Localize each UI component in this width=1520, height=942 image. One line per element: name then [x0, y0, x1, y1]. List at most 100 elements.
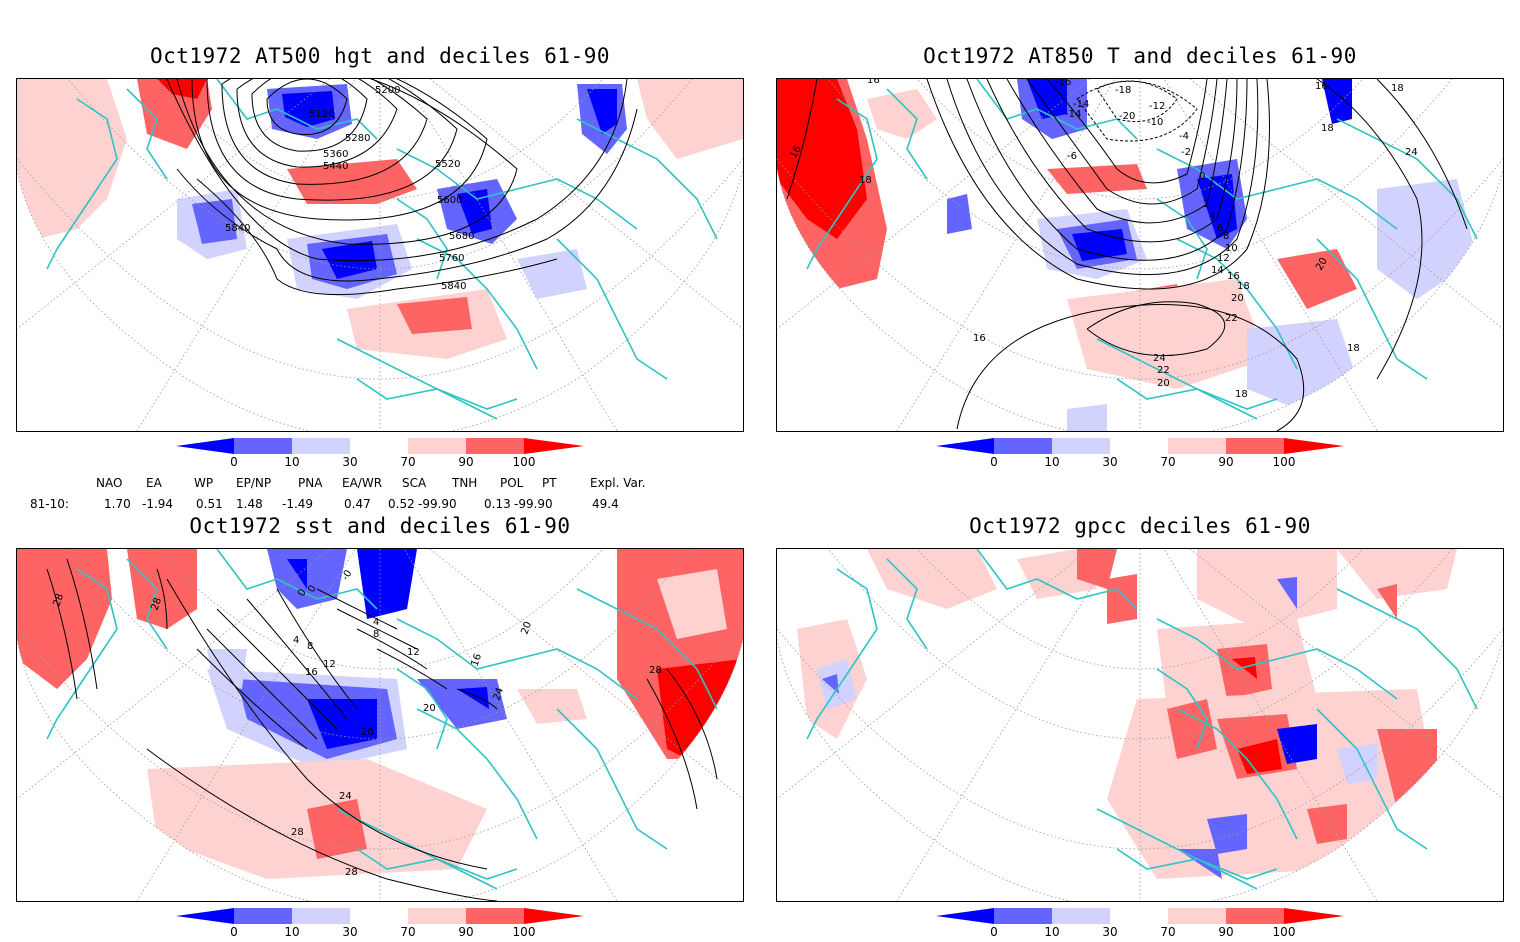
contour-label: -14 — [1073, 99, 1089, 110]
contour-label: 18 — [1237, 281, 1250, 292]
panel-title-t850: Oct1972 AT850 T and deciles 61-90 — [923, 44, 1357, 68]
contour-label: -6 — [1067, 151, 1077, 162]
contour-label: 5360 — [323, 149, 348, 160]
colorbar-label: 0 — [990, 455, 998, 469]
colorbar-label: 10 — [1044, 925, 1060, 939]
index-header: WP — [194, 476, 214, 490]
contour-label: 6 — [1217, 223, 1223, 234]
contour-label: 5440 — [323, 161, 348, 172]
colorbar-label: 70 — [400, 455, 416, 469]
colorbar-gpcc: 0 10 30 70 90 100 — [936, 908, 1346, 942]
contour-label: 16 — [973, 333, 986, 344]
colorbar-label: 0 — [990, 925, 998, 939]
contour-label: 20 — [423, 703, 436, 714]
contour-label: 18 — [1321, 123, 1334, 134]
index-header: POL — [500, 476, 524, 490]
contour-label: 4 — [293, 635, 299, 646]
index-header: SCA — [402, 476, 427, 490]
contour-label: -16 — [1055, 79, 1071, 88]
contour-label: -14 — [1065, 109, 1081, 120]
contour-label: 10 — [1225, 243, 1238, 254]
contour-label: 24 — [491, 686, 506, 702]
contour-label: 16 — [1315, 81, 1328, 92]
contour-label: 8 — [1223, 231, 1229, 242]
index-value: -1.94 — [142, 497, 174, 511]
colorbar-label: 100 — [1272, 925, 1296, 939]
contour-label: 4 — [1209, 211, 1215, 222]
contour-label: 0 — [306, 583, 319, 594]
index-value: 0.13 — [484, 497, 511, 511]
contour-label: 5520 — [435, 159, 460, 170]
index-value: 0.47 — [344, 497, 371, 511]
contour-label: -20 — [1119, 111, 1135, 122]
contour-label: 0 — [1199, 171, 1205, 182]
colorbar-label: 0 — [230, 455, 238, 469]
index-header: TNH — [452, 476, 478, 490]
colorbar-label: 90 — [458, 925, 474, 939]
index-value: 1.48 — [236, 497, 263, 511]
contour-label: 4 — [373, 617, 379, 628]
contour-label: 12 — [407, 647, 420, 658]
index-value: -99.90 — [418, 497, 457, 511]
contour-label: -12 — [1149, 101, 1165, 112]
contour-label: 20 — [1231, 293, 1244, 304]
contour-label: 24 — [339, 791, 352, 802]
contour-label: 28 — [649, 665, 662, 676]
contour-label: -2 — [1181, 147, 1191, 158]
contour-label: 14 — [1211, 265, 1224, 276]
contour-label: 20 — [1157, 378, 1170, 389]
colorbar-label: 90 — [458, 455, 474, 469]
index-value: -1.49 — [282, 497, 314, 511]
contour-label: 5680 — [449, 231, 474, 242]
contour-label: 0 — [296, 587, 309, 598]
contour-label: 16 — [1227, 271, 1240, 282]
index-header: EA — [146, 476, 162, 490]
contour-label: 5200 — [375, 85, 400, 96]
colorbar-label: 30 — [342, 925, 358, 939]
colorbar-label: 70 — [400, 925, 416, 939]
contour-label: 5280 — [345, 133, 370, 144]
colorbar-label: 100 — [1272, 455, 1296, 469]
contour-label: 12 — [323, 659, 336, 670]
colorbar-label: 30 — [342, 455, 358, 469]
contour-label: 2 — [1203, 199, 1209, 210]
contour-label: 8 — [307, 641, 313, 652]
index-row-label: 81-10: — [30, 497, 69, 511]
contour-label: 24 — [1153, 353, 1166, 364]
contour-label: 22 — [1225, 313, 1238, 324]
contour-label: 5120 — [309, 109, 334, 120]
map-t850: 16 18 -16 -14 -18 -20 -12 -10 -14 -4 -2 … — [776, 78, 1504, 432]
contour-label: 12 — [1217, 253, 1230, 264]
colorbar-label: 100 — [512, 455, 536, 469]
colorbar-label: 30 — [1102, 925, 1118, 939]
index-value: 1.70 — [104, 497, 131, 511]
contour-label: 16 — [305, 667, 318, 678]
contour-label: -0 — [340, 568, 355, 582]
contour-label: 5840 — [225, 223, 250, 234]
colorbar-label: 100 — [512, 925, 536, 939]
contour-label: 5600 — [437, 195, 462, 206]
colorbar-t850: 0 10 30 70 90 100 — [936, 438, 1346, 472]
index-value: 0.51 — [196, 497, 223, 511]
index-header: PT — [542, 476, 557, 490]
index-header: EA/WR — [342, 476, 383, 490]
contour-label: 28 — [149, 596, 164, 612]
contour-label: -10 — [1147, 117, 1163, 128]
colorbar-label: 10 — [284, 455, 300, 469]
colorbar-label: 90 — [1218, 455, 1234, 469]
map-hgt500: 5200 5120 5280 5360 5440 5520 5600 5680 … — [16, 78, 744, 432]
index-header: NAO — [96, 476, 123, 490]
contour-label: 5760 — [439, 253, 464, 264]
contour-label: 18 — [1235, 389, 1248, 400]
colorbar-hgt500: 0 10 30 70 90 100 — [176, 438, 586, 472]
contour-label: 24 — [1405, 147, 1418, 158]
index-value: 49.4 — [592, 497, 619, 511]
map-gpcc — [776, 548, 1504, 902]
colorbar-label: 90 — [1218, 925, 1234, 939]
colorbar-label: 70 — [1160, 925, 1176, 939]
contour-label: 20 — [519, 620, 534, 636]
contour-label: 18 — [1347, 343, 1360, 354]
index-value: -99.90 — [514, 497, 553, 511]
contour-label: -18 — [1115, 85, 1131, 96]
contour-label: 18 — [859, 175, 872, 186]
